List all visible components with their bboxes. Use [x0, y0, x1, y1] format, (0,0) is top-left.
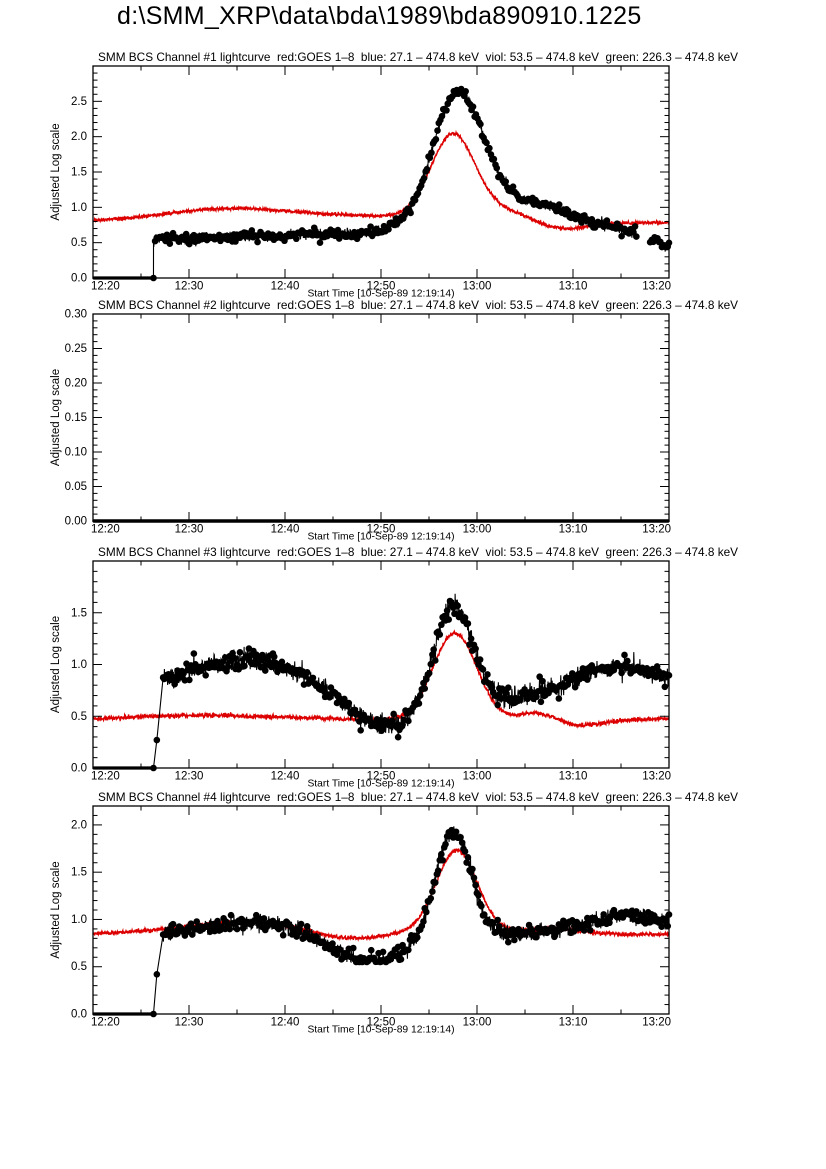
svg-text:12:30: 12:30 — [175, 281, 204, 293]
svg-text:0.5: 0.5 — [71, 237, 87, 249]
svg-text:Start Time [10-Sep-89 12:19:14: Start Time [10-Sep-89 12:19:14) — [307, 532, 454, 543]
svg-text:13:20: 13:20 — [642, 771, 671, 783]
svg-text:1.5: 1.5 — [71, 867, 87, 879]
svg-text:12:40: 12:40 — [271, 281, 300, 293]
svg-text:1.0: 1.0 — [71, 202, 87, 214]
svg-text:13:20: 13:20 — [642, 1017, 671, 1029]
svg-text:13:00: 13:00 — [463, 771, 492, 783]
svg-text:SMM BCS Channel #2 lightcurve: SMM BCS Channel #2 lightcurve red:GOES 1… — [98, 298, 738, 312]
svg-text:13:10: 13:10 — [559, 281, 588, 293]
svg-text:13:10: 13:10 — [559, 524, 588, 536]
svg-text:0.25: 0.25 — [65, 343, 87, 355]
svg-text:0.10: 0.10 — [65, 447, 87, 459]
svg-text:0.05: 0.05 — [65, 481, 87, 493]
svg-text:Adjusted Log scale: Adjusted Log scale — [50, 123, 62, 220]
svg-text:2.0: 2.0 — [71, 131, 87, 143]
svg-text:0.5: 0.5 — [71, 961, 87, 973]
svg-text:12:30: 12:30 — [175, 524, 204, 536]
svg-text:12:40: 12:40 — [271, 1017, 300, 1029]
svg-text:0.0: 0.0 — [71, 763, 87, 775]
svg-text:13:20: 13:20 — [642, 524, 671, 536]
svg-text:12:40: 12:40 — [271, 524, 300, 536]
svg-text:12:20: 12:20 — [91, 771, 120, 783]
svg-text:0.0: 0.0 — [71, 273, 87, 285]
svg-text:SMM BCS Channel #3 lightcurve: SMM BCS Channel #3 lightcurve red:GOES 1… — [98, 545, 738, 559]
svg-text:12:40: 12:40 — [271, 771, 300, 783]
svg-text:12:20: 12:20 — [91, 1017, 120, 1029]
svg-text:0.15: 0.15 — [65, 412, 87, 424]
svg-text:0.00: 0.00 — [65, 516, 87, 528]
svg-text:13:00: 13:00 — [463, 1017, 492, 1029]
svg-text:12:30: 12:30 — [175, 771, 204, 783]
svg-text:Adjusted Log scale: Adjusted Log scale — [50, 616, 62, 713]
svg-text:2.5: 2.5 — [71, 96, 87, 108]
svg-text:Adjusted Log scale: Adjusted Log scale — [50, 861, 62, 958]
svg-text:0.30: 0.30 — [65, 309, 87, 321]
svg-text:0.20: 0.20 — [65, 378, 87, 390]
svg-text:1.5: 1.5 — [71, 607, 87, 619]
svg-text:1.0: 1.0 — [71, 914, 87, 926]
svg-text:13:00: 13:00 — [463, 281, 492, 293]
svg-text:Start Time [10-Sep-89 12:19:14: Start Time [10-Sep-89 12:19:14) — [307, 779, 454, 790]
svg-text:12:30: 12:30 — [175, 1017, 204, 1029]
svg-text:1.0: 1.0 — [71, 659, 87, 671]
svg-text:2.0: 2.0 — [71, 819, 87, 831]
svg-text:0.0: 0.0 — [71, 1009, 87, 1021]
svg-text:12:20: 12:20 — [91, 524, 120, 536]
svg-text:13:10: 13:10 — [559, 1017, 588, 1029]
svg-text:Adjusted Log scale: Adjusted Log scale — [50, 369, 62, 466]
svg-text:1.5: 1.5 — [71, 167, 87, 179]
svg-text:SMM BCS Channel #1 lightcurve: SMM BCS Channel #1 lightcurve red:GOES 1… — [98, 50, 738, 64]
svg-text:13:00: 13:00 — [463, 524, 492, 536]
svg-text:13:20: 13:20 — [642, 281, 671, 293]
svg-text:12:20: 12:20 — [91, 281, 120, 293]
svg-text:0.5: 0.5 — [71, 711, 87, 723]
svg-text:Start Time [10-Sep-89 12:19:14: Start Time [10-Sep-89 12:19:14) — [307, 1025, 454, 1036]
svg-text:SMM BCS Channel #4 lightcurve: SMM BCS Channel #4 lightcurve red:GOES 1… — [98, 790, 738, 804]
svg-text:13:10: 13:10 — [559, 771, 588, 783]
